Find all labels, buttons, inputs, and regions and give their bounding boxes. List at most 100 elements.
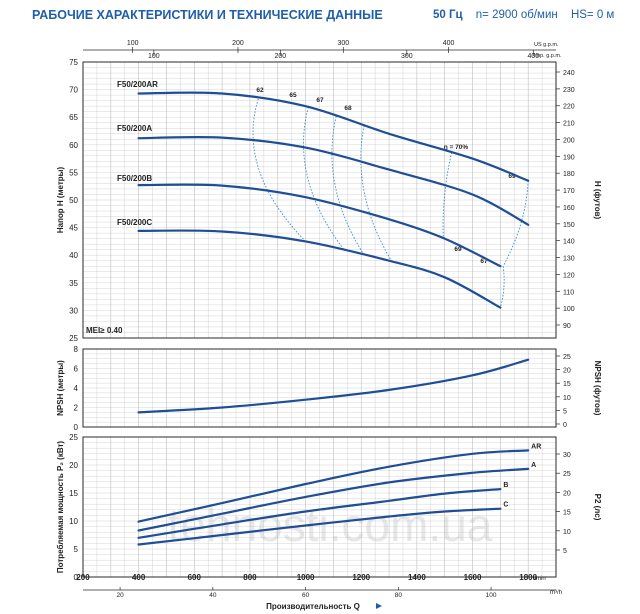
- efficiency-label: 69: [508, 173, 516, 180]
- head-secondary-tick-label: 220: [563, 104, 575, 111]
- m3h-tick-label: 100: [486, 592, 497, 599]
- efficiency-isoline: [499, 266, 505, 308]
- head-y-tick-label: 65: [69, 113, 78, 122]
- m3h-tick-label: 60: [302, 592, 310, 599]
- head-curve-f50-200a: [137, 135, 530, 226]
- npsh-y-axis-title: NPSH (метры): [56, 360, 65, 416]
- m3h-tick-label: 20: [116, 592, 124, 599]
- x-tick-label: 1000: [297, 573, 315, 582]
- head-secondary-tick-label: 160: [563, 205, 575, 212]
- head-y-tick-label: 45: [69, 224, 78, 233]
- us-gpm-tick-label: 100: [127, 40, 139, 47]
- head-secondary-tick-label: 110: [563, 289, 574, 296]
- power-y-tick-label: 10: [69, 517, 78, 526]
- head-secondary-tick-label: 90: [563, 323, 571, 330]
- x-tick-label: 800: [243, 573, 257, 582]
- power-secondary-tick-label: 10: [563, 529, 571, 536]
- power-curve-b: [137, 488, 502, 539]
- head-secondary-tick-label: 170: [563, 188, 575, 195]
- power-y-tick-label: 20: [69, 461, 78, 470]
- head-y-tick-label: 40: [69, 251, 78, 260]
- npsh-y-tick-label: 8: [74, 345, 79, 354]
- speed-label: n= 2900 об/мин: [475, 9, 558, 21]
- efficiency-label: 68: [344, 105, 352, 112]
- head-curve-label: F50/200A: [117, 124, 152, 133]
- npsh-secondary-axis-title: NPSH (футов): [593, 361, 602, 416]
- head-panel: 25 30 35 40 45 50 55 60 65 70 75 90 100 110 120 130 140 1…: [56, 58, 602, 343]
- npsh-secondary-tick-label: 0: [563, 422, 567, 429]
- flow-direction-arrow: [376, 603, 382, 609]
- npsh-curve: [137, 358, 530, 414]
- efficiency-label: 62: [256, 87, 264, 94]
- x-tick-label: 1800: [519, 573, 537, 582]
- npsh-secondary-tick-label: 15: [563, 381, 571, 388]
- head-y-tick-label: 55: [69, 168, 78, 177]
- m3h-unit-label: m³/h: [550, 590, 562, 596]
- us-gpm-tick-label: 400: [443, 40, 455, 47]
- head-y-tick-label: 75: [69, 58, 78, 67]
- npsh-y-tick-label: 4: [74, 384, 79, 393]
- imp-gpm-tick-label: 300: [401, 53, 413, 60]
- m3h-tick-label: 80: [395, 592, 403, 599]
- head-secondary-tick-label: 190: [563, 154, 575, 161]
- npsh-y-tick-label: 0: [74, 423, 79, 432]
- power-y-tick-label: 0: [74, 573, 79, 582]
- head-secondary-tick-label: 100: [563, 306, 575, 313]
- head-y-tick-label: 50: [69, 196, 78, 205]
- efficiency-isoline: [331, 116, 365, 256]
- efficiency-isoline: [303, 106, 345, 251]
- power-secondary-tick-label: 5: [563, 548, 567, 555]
- power-curve-a: [137, 467, 530, 532]
- x-tick-label: 1200: [352, 573, 370, 582]
- x-tick-label: 400: [132, 573, 146, 582]
- head-secondary-tick-label: 130: [563, 256, 575, 263]
- power-frame: [82, 436, 557, 578]
- efficiency-label: 65: [289, 92, 297, 99]
- imp-gpm-tick-label: 100: [148, 53, 160, 60]
- x-unit-label: l/min: [533, 576, 546, 582]
- power-curve-label: AR: [531, 443, 541, 450]
- efficiency-label: η = 70%: [444, 144, 469, 151]
- imp-gpm-unit-label: Imp. g.p.m.: [534, 53, 562, 59]
- power-curve-c: [137, 507, 502, 546]
- head-secondary-axis-title: H (футов): [593, 181, 602, 220]
- operating-conditions: 50 Гц n= 2900 об/мин HS= 0 м: [433, 9, 614, 21]
- power-y-tick-label: 5: [74, 545, 79, 554]
- head-curve-f50-200ar: [137, 91, 530, 182]
- power-secondary-tick-label: 25: [563, 471, 571, 478]
- power-curve-ar: [137, 449, 530, 523]
- head-y-tick-label: 30: [69, 306, 78, 315]
- power-secondary-axis-title: P2 (лс): [593, 494, 602, 521]
- m3h-tick-label: 40: [209, 592, 217, 599]
- x-tick-label: 600: [188, 573, 202, 582]
- npsh-secondary-tick-label: 20: [563, 368, 571, 375]
- power-secondary-tick-label: 30: [563, 452, 571, 459]
- imp-gpm-tick-label: 200: [274, 53, 286, 60]
- npsh-y-tick-label: 6: [74, 365, 79, 374]
- head-curve-f50-200c: [137, 229, 502, 309]
- efficiency-isoline: [442, 152, 453, 239]
- us-gpm-tick-label: 300: [337, 40, 349, 47]
- page-title: РАБОЧИЕ ХАРАКТЕРИСТИКИ И ТЕХНИЧЕСКИЕ ДАН…: [32, 8, 383, 22]
- efficiency-isoline: [252, 98, 306, 242]
- npsh-panel: 0 2 4 6 8 0 5 10 15 20 25 NPSH (метры) NPSH (футов): [56, 345, 602, 432]
- efficiency-isoline: [502, 180, 529, 267]
- head-frame: [82, 61, 557, 339]
- x-tick-label: 200: [76, 573, 90, 582]
- power-curve-label: C: [503, 502, 508, 509]
- power-secondary-tick-label: 15: [563, 510, 571, 517]
- x-tick-label: 1600: [464, 573, 482, 582]
- efficiency-label: 69: [454, 246, 462, 253]
- power-y-axis-title: Потребляемая мощность P₂ (кВт): [56, 441, 65, 574]
- efficiency-label: 67: [316, 97, 324, 104]
- head-secondary-tick-label: 230: [563, 87, 575, 94]
- npsh-secondary-tick-label: 25: [563, 354, 571, 361]
- head-curve-label: F50/200C: [117, 218, 152, 227]
- efficiency-curves: 62 65 67 68 η = 70% 69 69 67: [252, 87, 529, 308]
- x-tick-label: 1400: [408, 573, 426, 582]
- efficiency-label: 67: [480, 258, 488, 265]
- mei-annotation: MEI≥ 0.40: [86, 326, 123, 335]
- npsh-secondary-tick-label: 10: [563, 395, 571, 402]
